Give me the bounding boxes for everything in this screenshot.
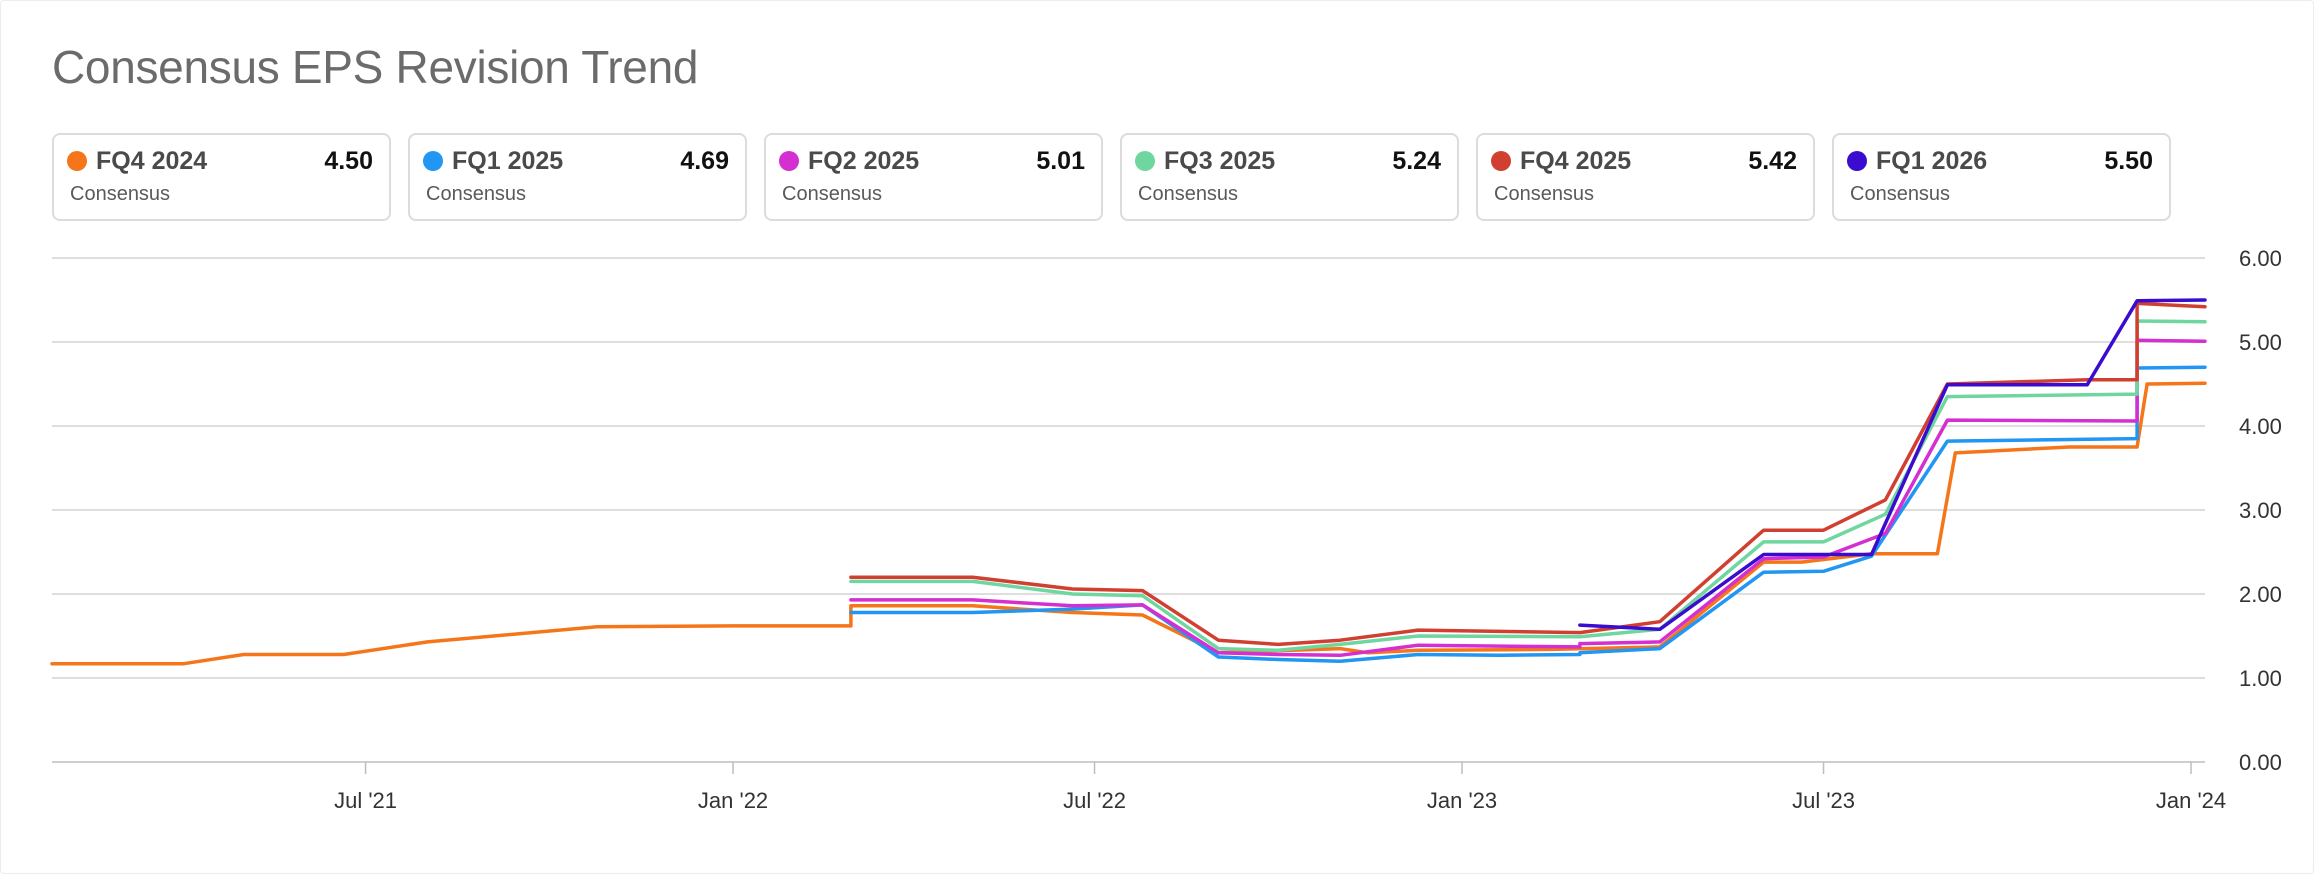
legend-series-name: FQ1 2026 <box>1876 147 1988 175</box>
legend-series-name: FQ4 2025 <box>1520 147 1632 175</box>
legend-series-value: 4.50 <box>324 147 373 175</box>
x-tick-label: Jul '23 <box>1792 788 1855 813</box>
legend-series-value: 5.01 <box>1036 147 1085 175</box>
y-tick-label: 1.00 <box>2239 666 2282 691</box>
series-path <box>1578 298 2207 632</box>
y-tick-label: 2.00 <box>2239 582 2282 607</box>
legend-series-value: 5.24 <box>1392 147 1441 175</box>
legend-dot-icon <box>67 151 87 171</box>
legend-series-subtitle: Consensus <box>426 183 527 205</box>
series-line <box>849 365 2207 663</box>
x-tick-label: Jan '22 <box>698 788 768 813</box>
series-line <box>849 338 2207 658</box>
legend-dot-icon <box>1847 151 1867 171</box>
legend-series-value: 5.50 <box>2104 147 2153 175</box>
series-line <box>50 381 2207 666</box>
series-line <box>1578 298 2207 632</box>
y-tick-label: 4.00 <box>2239 414 2282 439</box>
legend-series-name: FQ4 2024 <box>96 147 208 175</box>
legend-item[interactable]: FQ4 2025 5.42 Consensus <box>1476 133 1815 221</box>
x-tick-label: Jul '22 <box>1063 788 1126 813</box>
legend-dot-icon <box>779 151 799 171</box>
legend-item[interactable]: FQ2 2025 5.01 Consensus <box>764 133 1103 221</box>
legend-dot-icon <box>1491 151 1511 171</box>
series-line <box>849 319 2207 653</box>
series-path <box>849 365 2207 663</box>
y-tick-label: 0.00 <box>2239 750 2282 775</box>
legend-series-subtitle: Consensus <box>1138 183 1239 205</box>
legend-item[interactable]: FQ1 2026 5.50 Consensus <box>1832 133 2171 221</box>
y-tick-label: 3.00 <box>2239 498 2282 523</box>
legend-series-subtitle: Consensus <box>1850 183 1951 205</box>
series-path <box>849 338 2207 658</box>
legend-item[interactable]: FQ4 2024 4.50 Consensus <box>52 133 391 221</box>
series-path <box>849 319 2207 653</box>
legend-item[interactable]: FQ1 2025 4.69 Consensus <box>408 133 747 221</box>
legend-series-name: FQ1 2025 <box>452 147 564 175</box>
x-tick-label: Jan '23 <box>1427 788 1497 813</box>
legend-dot-icon <box>423 151 443 171</box>
legend-series-subtitle: Consensus <box>70 183 171 205</box>
legend-series-name: FQ2 2025 <box>808 147 920 175</box>
legend-series-name: FQ3 2025 <box>1164 147 1276 175</box>
x-tick-label: Jan '24 <box>2156 788 2226 813</box>
chart-title: Consensus EPS Revision Trend <box>52 41 699 93</box>
legend-series-subtitle: Consensus <box>782 183 883 205</box>
y-tick-label: 6.00 <box>2239 246 2282 271</box>
legend-series-value: 5.42 <box>1748 147 1797 175</box>
x-tick-label: Jul '21 <box>334 788 397 813</box>
y-tick-label: 5.00 <box>2239 330 2282 355</box>
series-path <box>50 381 2207 666</box>
grid <box>52 257 2205 763</box>
legend-item[interactable]: FQ3 2025 5.24 Consensus <box>1120 133 1459 221</box>
legend-dot-icon <box>1135 151 1155 171</box>
legend-series-subtitle: Consensus <box>1494 183 1595 205</box>
series-lines <box>50 298 2207 666</box>
axes: 6.00 5.00 4.00 3.00 2.00 1.00 0.00 Jul '21 Jan '… <box>334 246 2282 813</box>
legend-series-value: 4.69 <box>680 147 729 175</box>
